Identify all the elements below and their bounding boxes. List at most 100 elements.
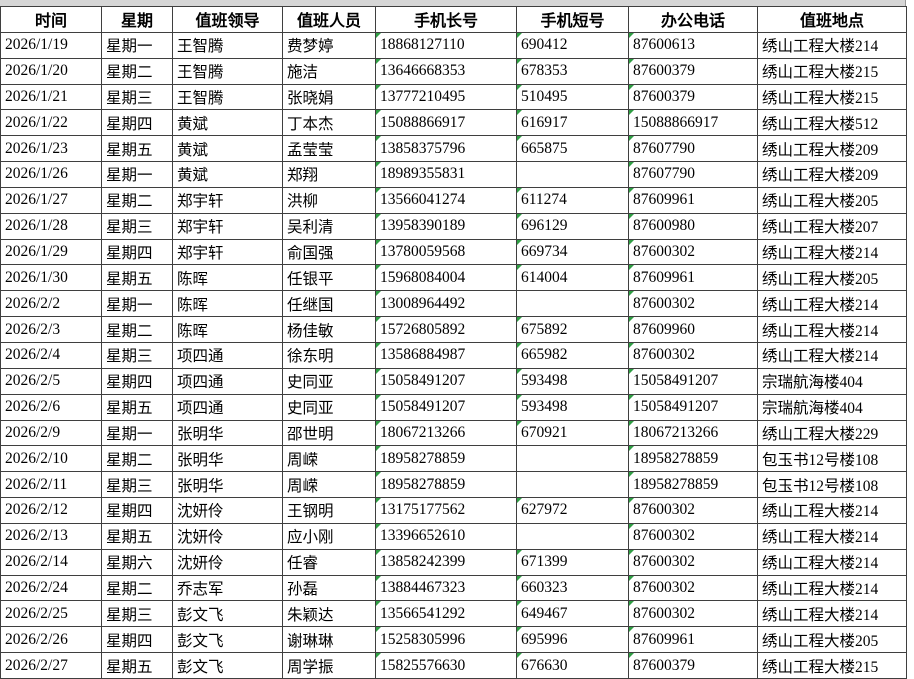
cell-mobile-short[interactable]: 678353	[516, 57, 629, 85]
cell-date[interactable]: 2026/1/30	[0, 264, 102, 292]
cell-duty-location[interactable]: 绣山工程大楼215	[757, 652, 907, 679]
cell-duty-person[interactable]: 任继国	[282, 290, 376, 318]
cell-mobile-short[interactable]: 665875	[516, 135, 629, 163]
cell-date[interactable]: 2026/2/4	[0, 341, 102, 369]
cell-mobile-long[interactable]: 15088866917	[375, 109, 517, 137]
cell-weekday[interactable]: 星期六	[101, 548, 173, 576]
cell-weekday[interactable]: 星期一	[101, 31, 173, 59]
cell-date[interactable]: 2026/1/20	[0, 57, 102, 85]
cell-date[interactable]: 2026/2/14	[0, 548, 102, 576]
cell-mobile-long[interactable]: 15058491207	[375, 393, 517, 421]
cell-duty-leader[interactable]: 陈晖	[172, 316, 283, 343]
cell-duty-leader[interactable]: 沈妍伶	[172, 548, 283, 576]
cell-duty-location[interactable]: 绣山工程大楼214	[757, 497, 907, 524]
cell-duty-leader[interactable]: 黄斌	[172, 135, 283, 163]
cell-duty-location[interactable]: 绣山工程大楼215	[757, 57, 907, 85]
header-mobile-long[interactable]: 手机长号	[375, 6, 517, 33]
cell-weekday[interactable]: 星期五	[101, 522, 173, 550]
cell-weekday[interactable]: 星期五	[101, 652, 173, 679]
cell-mobile-short[interactable]	[516, 290, 629, 318]
cell-duty-leader[interactable]: 陈晖	[172, 264, 283, 292]
cell-office-phone[interactable]: 87600302	[628, 522, 758, 550]
cell-duty-person[interactable]: 张晓娟	[282, 83, 376, 111]
cell-weekday[interactable]: 星期四	[101, 626, 173, 654]
cell-duty-person[interactable]: 郑翔	[282, 161, 376, 188]
cell-date[interactable]: 2026/2/10	[0, 445, 102, 473]
cell-office-phone[interactable]: 18958278859	[628, 471, 758, 499]
cell-duty-leader[interactable]: 王智腾	[172, 57, 283, 85]
cell-duty-person[interactable]: 吴利清	[282, 212, 376, 240]
cell-mobile-short[interactable]: 660323	[516, 574, 629, 602]
cell-office-phone[interactable]: 87600980	[628, 212, 758, 240]
cell-date[interactable]: 2026/1/21	[0, 83, 102, 111]
cell-duty-person[interactable]: 邵世明	[282, 419, 376, 447]
cell-office-phone[interactable]: 87600613	[628, 31, 758, 59]
cell-mobile-short[interactable]: 690412	[516, 31, 629, 59]
cell-office-phone[interactable]: 18067213266	[628, 419, 758, 447]
cell-weekday[interactable]: 星期二	[101, 445, 173, 473]
cell-mobile-short[interactable]: 627972	[516, 497, 629, 524]
cell-mobile-long[interactable]: 18868127110	[375, 31, 517, 59]
cell-weekday[interactable]: 星期一	[101, 290, 173, 318]
cell-duty-person[interactable]: 任睿	[282, 548, 376, 576]
cell-date[interactable]: 2026/1/23	[0, 135, 102, 163]
cell-mobile-long[interactable]: 15058491207	[375, 367, 517, 395]
cell-date[interactable]: 2026/1/29	[0, 238, 102, 266]
cell-date[interactable]: 2026/2/5	[0, 367, 102, 395]
cell-weekday[interactable]: 星期二	[101, 316, 173, 343]
cell-mobile-long[interactable]: 13175177562	[375, 497, 517, 524]
cell-mobile-short[interactable]: 614004	[516, 264, 629, 292]
cell-duty-location[interactable]: 包玉书12号楼108	[757, 471, 907, 499]
cell-duty-person[interactable]: 任银平	[282, 264, 376, 292]
cell-mobile-short[interactable]	[516, 161, 629, 188]
cell-weekday[interactable]: 星期三	[101, 341, 173, 369]
cell-office-phone[interactable]: 87600302	[628, 238, 758, 266]
cell-duty-location[interactable]: 绣山工程大楼205	[757, 264, 907, 292]
cell-duty-location[interactable]: 绣山工程大楼214	[757, 522, 907, 550]
cell-date[interactable]: 2026/2/24	[0, 574, 102, 602]
cell-mobile-long[interactable]: 13566541292	[375, 600, 517, 628]
cell-duty-person[interactable]: 周嵘	[282, 471, 376, 499]
cell-duty-person[interactable]: 朱颖达	[282, 600, 376, 628]
cell-office-phone[interactable]: 87600302	[628, 574, 758, 602]
cell-date[interactable]: 2026/2/26	[0, 626, 102, 654]
cell-duty-person[interactable]: 史同亚	[282, 367, 376, 395]
cell-duty-person[interactable]: 谢琳琳	[282, 626, 376, 654]
cell-weekday[interactable]: 星期三	[101, 83, 173, 111]
cell-date[interactable]: 2026/2/11	[0, 471, 102, 499]
header-duty-person[interactable]: 值班人员	[282, 6, 376, 33]
cell-mobile-short[interactable]: 675892	[516, 316, 629, 343]
cell-weekday[interactable]: 星期三	[101, 212, 173, 240]
cell-weekday[interactable]: 星期五	[101, 135, 173, 163]
cell-duty-leader[interactable]: 郑宇轩	[172, 212, 283, 240]
cell-duty-location[interactable]: 绣山工程大楼214	[757, 548, 907, 576]
cell-duty-person[interactable]: 周学振	[282, 652, 376, 679]
cell-date[interactable]: 2026/2/6	[0, 393, 102, 421]
cell-duty-location[interactable]: 包玉书12号楼108	[757, 445, 907, 473]
cell-mobile-short[interactable]: 670921	[516, 419, 629, 447]
cell-mobile-long[interactable]: 18958278859	[375, 471, 517, 499]
cell-duty-location[interactable]: 宗瑞航海楼404	[757, 393, 907, 421]
cell-duty-person[interactable]: 洪柳	[282, 186, 376, 214]
cell-mobile-long[interactable]: 13958390189	[375, 212, 517, 240]
cell-mobile-long[interactable]: 13780059568	[375, 238, 517, 266]
cell-mobile-short[interactable]: 669734	[516, 238, 629, 266]
cell-mobile-long[interactable]: 13396652610	[375, 522, 517, 550]
cell-mobile-long[interactable]: 15968084004	[375, 264, 517, 292]
cell-duty-person[interactable]: 费梦婷	[282, 31, 376, 59]
cell-duty-location[interactable]: 绣山工程大楼214	[757, 31, 907, 59]
cell-duty-person[interactable]: 史同亚	[282, 393, 376, 421]
cell-duty-leader[interactable]: 王智腾	[172, 83, 283, 111]
cell-date[interactable]: 2026/1/27	[0, 186, 102, 214]
cell-weekday[interactable]: 星期五	[101, 393, 173, 421]
cell-duty-leader[interactable]: 项四通	[172, 367, 283, 395]
cell-date[interactable]: 2026/2/12	[0, 497, 102, 524]
cell-weekday[interactable]: 星期四	[101, 238, 173, 266]
cell-date[interactable]: 2026/2/25	[0, 600, 102, 628]
header-time[interactable]: 时间	[0, 6, 102, 33]
cell-office-phone[interactable]: 87600302	[628, 497, 758, 524]
cell-duty-location[interactable]: 绣山工程大楼214	[757, 290, 907, 318]
cell-duty-person[interactable]: 徐东明	[282, 341, 376, 369]
cell-mobile-long[interactable]: 15726805892	[375, 316, 517, 343]
cell-date[interactable]: 2026/1/22	[0, 109, 102, 137]
